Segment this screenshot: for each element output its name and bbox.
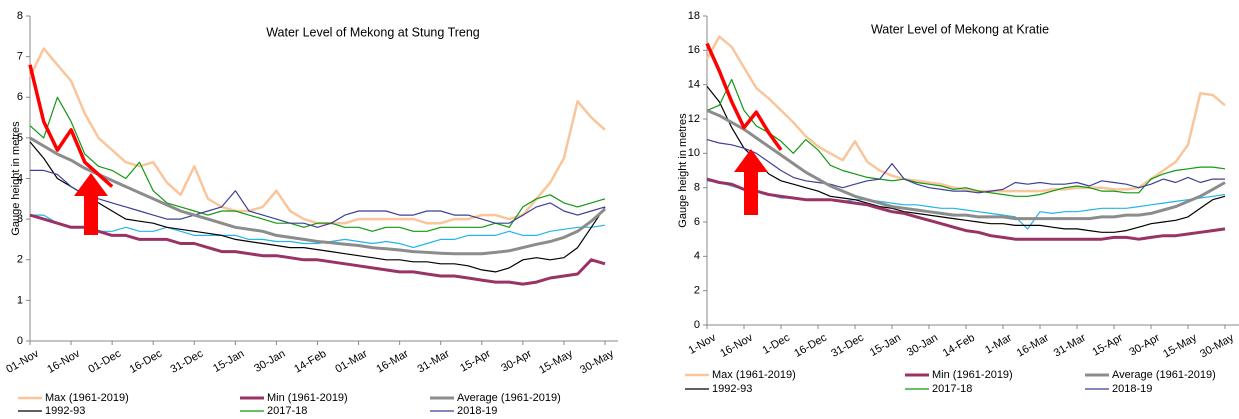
legend-label: 2017-18 <box>932 383 972 395</box>
x-tick-label: 16-Dec <box>792 331 829 359</box>
series-line <box>705 35 1226 193</box>
legend-label: 2017-18 <box>267 405 307 417</box>
x-tick-label: 16-Mar <box>374 348 410 376</box>
chart-title: Water Level of Mekong at Kratie <box>871 22 1049 36</box>
series-line <box>706 86 1226 233</box>
y-tick-label: 8 <box>17 10 23 22</box>
y-tick-label: 1 <box>17 294 23 306</box>
arrow <box>74 173 108 235</box>
legend-label: 1992-93 <box>712 383 752 395</box>
series-line <box>29 96 606 232</box>
x-tick-label: 16-Nov <box>45 347 82 375</box>
series-line <box>29 136 606 256</box>
y-axis-label: Gauge height in metres <box>677 113 689 228</box>
x-tick-label: 1-Dec <box>761 331 793 356</box>
series-line <box>706 177 1226 241</box>
x-tick-label: 15-Jan <box>211 348 246 375</box>
y-tick-label: 12 <box>688 113 700 125</box>
legend-label: 2018-19 <box>457 405 497 417</box>
y-tick-label: 4 <box>694 250 700 262</box>
series-line <box>706 78 1226 197</box>
x-tick-label: 15-May <box>1161 331 1199 360</box>
x-tick-label: 30-Jan <box>905 332 940 359</box>
x-tick-label: 15-May <box>537 347 575 376</box>
x-tick-label: 14-Feb <box>292 348 328 376</box>
x-tick-label: 31-Mar <box>1052 332 1088 360</box>
y-tick-label: 7 <box>17 51 23 63</box>
legend-label: Max (1961-2019) <box>45 392 129 404</box>
y-tick-label: 18 <box>688 10 700 22</box>
y-axis-label: Gauge height in metres <box>10 121 22 236</box>
legend-label: 1992-93 <box>45 405 85 417</box>
series-line <box>28 64 114 188</box>
legend-label: 2018-19 <box>1112 383 1152 395</box>
x-tick-label: 15-Apr <box>1090 332 1125 359</box>
annotations <box>74 149 768 235</box>
x-tick-label: 30-Jan <box>252 348 287 375</box>
series-line <box>706 139 1225 194</box>
series-line <box>29 213 606 286</box>
x-tick-label: 15-Apr <box>458 348 493 375</box>
y-tick-label: 0 <box>694 319 700 331</box>
y-tick-label: 0 <box>17 335 23 347</box>
y-tick-label: 14 <box>688 79 700 91</box>
y-tick-label: 5 <box>17 132 23 144</box>
x-tick-label: 1-Mar <box>983 332 1014 357</box>
series-line <box>705 42 783 151</box>
legend-label: Min (1961-2019) <box>267 392 348 404</box>
series-line <box>28 47 606 225</box>
x-tick-label: 16-Mar <box>1015 332 1051 360</box>
y-tick-label: 6 <box>694 216 700 228</box>
legend-label: Max (1961-2019) <box>712 369 796 381</box>
x-tick-label: 30-May <box>578 347 616 376</box>
x-tick-label: 30-May <box>1198 331 1236 360</box>
x-tick-label: 31-Dec <box>169 347 206 375</box>
x-tick-label: 16-Dec <box>127 347 164 375</box>
x-tick-label: 14-Feb <box>941 332 977 360</box>
series-line <box>30 169 606 228</box>
y-tick-label: 6 <box>17 91 23 103</box>
x-tick-label: 30-Apr <box>499 348 534 375</box>
arrow <box>734 149 768 215</box>
x-tick-label: 01-Nov <box>4 347 41 375</box>
x-tick-label: 31-Mar <box>415 348 451 376</box>
series-line <box>706 109 1226 221</box>
y-tick-label: 10 <box>688 147 700 159</box>
y-tick-label: 2 <box>694 285 700 297</box>
y-tick-label: 16 <box>688 44 700 56</box>
x-tick-label: 31-Dec <box>829 331 866 359</box>
x-tick-label: 16-Nov <box>718 331 755 359</box>
legend-label: Min (1961-2019) <box>932 369 1013 381</box>
y-tick-label: 3 <box>17 213 23 225</box>
chart-title: Water Level of Mekong at Stung Treng <box>266 25 480 39</box>
legend-label: Average (1961-2019) <box>1112 369 1216 381</box>
x-tick-label: 01-Dec <box>86 347 123 375</box>
y-tick-label: 8 <box>694 182 700 194</box>
series-line <box>29 141 606 273</box>
x-tick-label: 15-Jan <box>868 332 903 359</box>
series-line <box>30 214 606 249</box>
x-tick-label: 01-Mar <box>333 348 369 376</box>
y-tick-label: 4 <box>17 172 23 184</box>
y-tick-label: 2 <box>17 254 23 266</box>
x-tick-label: 1-Nov <box>687 331 719 356</box>
legend-label: Average (1961-2019) <box>457 392 561 404</box>
x-tick-label: 30-Apr <box>1127 332 1162 359</box>
